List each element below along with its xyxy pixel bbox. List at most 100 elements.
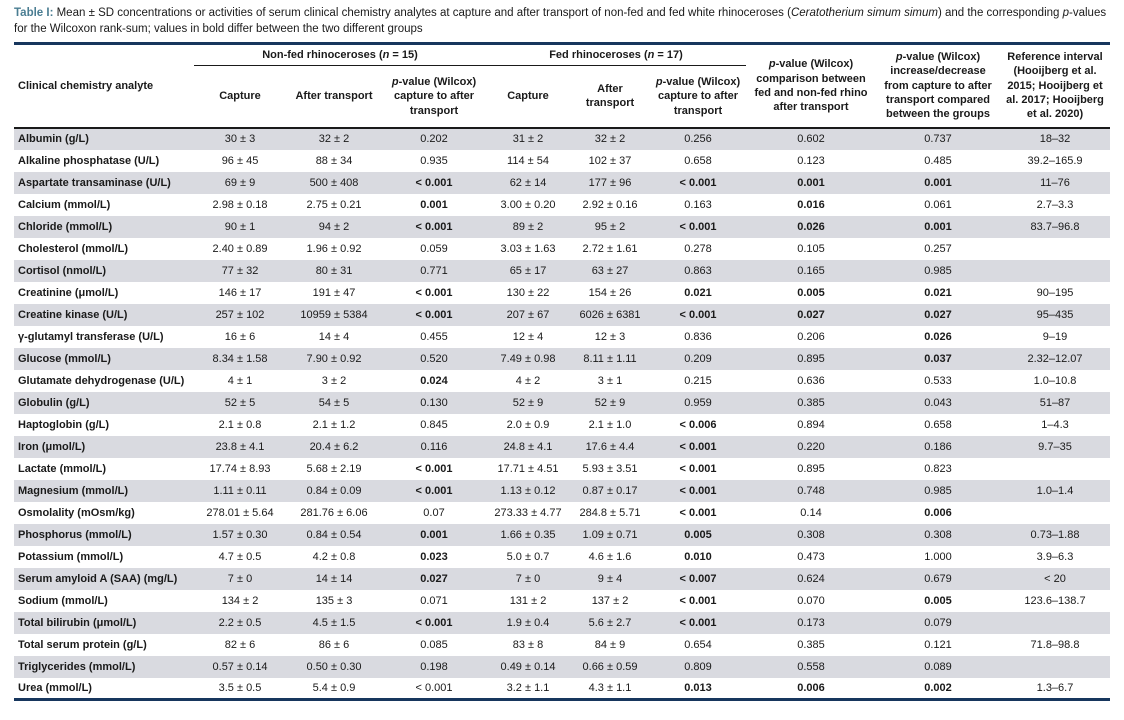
caption-text-3: -values for the Wilcoxon rank-sum; value… (14, 7, 1107, 36)
analyte-name: Iron (μmol/L) (18, 440, 86, 453)
value-cell: 0.533 (924, 374, 952, 387)
value-cell: 0.005 (797, 286, 825, 299)
analyte-name: Creatinine (μmol/L) (18, 286, 119, 299)
group-fed-count: = 17) (654, 48, 683, 61)
value-cell: 95–435 (1036, 308, 1074, 321)
group-nonfed-count: = 15) (389, 48, 418, 61)
caption-species-name: Ceratotherium simum simum (790, 7, 938, 19)
value-cell: 0.658 (924, 418, 952, 431)
value-cell: < 0.001 (679, 220, 717, 233)
value-cell: 0.485 (924, 154, 952, 167)
value-cell: 80 ± 31 (315, 264, 353, 277)
value-cell: 3.03 ± 1.63 (500, 242, 556, 255)
value-cell: 0.002 (924, 681, 952, 694)
value-cell: 12 ± 3 (594, 330, 626, 343)
value-cell: 0.985 (924, 264, 952, 277)
value-cell: 0.001 (420, 198, 448, 211)
value-cell: 0.624 (797, 572, 825, 585)
value-cell: 0.202 (420, 133, 448, 146)
column-header-nonfed-p-value: p-value (Wilcox) capture to after transp… (382, 66, 486, 128)
p-capture-text: -value (Wilcox) capture to after transpo… (393, 75, 477, 117)
value-cell: 0.001 (797, 176, 825, 189)
analyte-name: Magnesium (mmol/L) (18, 484, 129, 497)
value-cell: 94 ± 2 (318, 220, 350, 233)
value-cell: 62 ± 14 (509, 176, 547, 189)
value-cell: 0.005 (684, 528, 712, 541)
value-cell: 0.165 (797, 264, 825, 277)
group-fed-n-italic: n (647, 48, 655, 61)
value-cell: 24.8 ± 4.1 (503, 440, 553, 453)
analyte-name: Total bilirubin (μmol/L) (18, 616, 137, 629)
value-cell: 39.2–165.9 (1027, 154, 1083, 167)
value-cell: 0.130 (420, 396, 448, 409)
value-cell: 3 ± 2 (321, 374, 347, 387)
value-cell: 1.13 ± 0.12 (500, 484, 556, 497)
table-body: Albumin (g/L) 30 ± 3 32 ± 2 0.202 31 ± 2 32 ±… (14, 127, 1110, 700)
caption-p-italic: p (1062, 7, 1070, 19)
value-cell: 0.455 (420, 330, 448, 343)
value-cell (1000, 656, 1110, 678)
value-cell: 1.0–10.8 (1033, 374, 1077, 387)
value-cell: 1.000 (924, 550, 952, 563)
table-row: Total bilirubin (μmol/L) 2.2 ± 0.5 4.5 ± 1… (14, 611, 1110, 634)
value-cell: 0.085 (420, 638, 448, 651)
value-cell: 1–4.3 (1041, 418, 1069, 431)
value-cell: 0.024 (420, 374, 448, 387)
value-cell: 0.209 (684, 352, 712, 365)
value-cell: 273.33 ± 4.77 (494, 506, 562, 519)
value-cell: < 0.001 (415, 616, 453, 629)
value-cell: 2.92 ± 0.16 (582, 198, 638, 211)
value-cell: 284.8 ± 5.71 (579, 506, 641, 519)
group-fed-text: Fed rhinoceroses ( (549, 48, 648, 61)
value-cell: 83.7–96.8 (1030, 220, 1080, 233)
value-cell: 2.7–3.3 (1036, 198, 1074, 211)
value-cell: 96 ± 45 (221, 154, 259, 167)
value-cell: 1.09 ± 0.71 (582, 528, 638, 541)
value-cell: 0.748 (797, 484, 825, 497)
value-cell: 17.71 ± 4.51 (497, 462, 559, 475)
value-cell: 14 ± 4 (318, 330, 350, 343)
value-cell (1000, 238, 1110, 260)
value-cell: 69 ± 9 (224, 176, 256, 189)
value-cell: 191 ± 47 (312, 286, 356, 299)
value-cell: 102 ± 37 (588, 154, 632, 167)
value-cell: 2.1 ± 0.8 (218, 418, 262, 431)
value-cell: 0.220 (797, 440, 825, 453)
value-cell: 0.894 (797, 418, 825, 431)
value-cell: 177 ± 96 (588, 176, 632, 189)
caption-text-2: ) and the corresponding (937, 7, 1063, 19)
value-cell: 32 ± 2 (594, 133, 626, 146)
value-cell: < 0.001 (415, 176, 453, 189)
analyte-name: Urea (mmol/L) (18, 681, 92, 694)
group-header-fed: Fed rhinoceroses (n = 17) (486, 43, 746, 67)
value-cell: 0.059 (420, 242, 448, 255)
p-italic: p (895, 51, 903, 64)
value-cell: 0.823 (924, 462, 952, 475)
value-cell: 1.66 ± 0.35 (500, 528, 556, 541)
table-row: Sodium (mmol/L) 134 ± 2 135 ± 3 0.071 131 ± … (14, 590, 1110, 612)
value-cell: 135 ± 3 (315, 594, 353, 607)
value-cell: 16 ± 6 (224, 330, 256, 343)
value-cell: 0.121 (924, 638, 952, 651)
value-cell: 0.001 (924, 176, 952, 189)
analyte-name: Calcium (mmol/L) (18, 198, 111, 211)
column-header-fed-capture: Capture (507, 90, 549, 103)
value-cell: 52 ± 9 (512, 396, 544, 409)
table-row: Triglycerides (mmol/L) 0.57 ± 0.14 0.50 ± … (14, 655, 1110, 678)
caption-text-1: Mean ± SD concentrations or activities o… (53, 7, 791, 19)
value-cell: 0.84 ± 0.54 (306, 528, 362, 541)
value-cell: < 0.001 (415, 286, 453, 299)
analyte-name: Triglycerides (mmol/L) (18, 660, 136, 673)
value-cell: < 0.001 (679, 440, 717, 453)
value-cell: 3 ± 1 (597, 374, 623, 387)
table-header: Clinical chemistry analyte Non-fed rhino… (14, 43, 1110, 128)
value-cell (1000, 502, 1110, 524)
value-cell: 500 ± 408 (309, 176, 359, 189)
value-cell: 0.66 ± 0.59 (582, 660, 638, 673)
value-cell: < 0.001 (679, 176, 717, 189)
value-cell: 0.027 (420, 572, 448, 585)
column-header-reference-interval: Reference interval (Hooijberg et al. 201… (1006, 51, 1104, 121)
table-row: Serum amyloid A (SAA) (mg/L) 7 ± 0 14 ± 14… (14, 567, 1110, 590)
value-cell: 281.76 ± 6.06 (300, 506, 368, 519)
value-cell: 0.021 (684, 286, 712, 299)
